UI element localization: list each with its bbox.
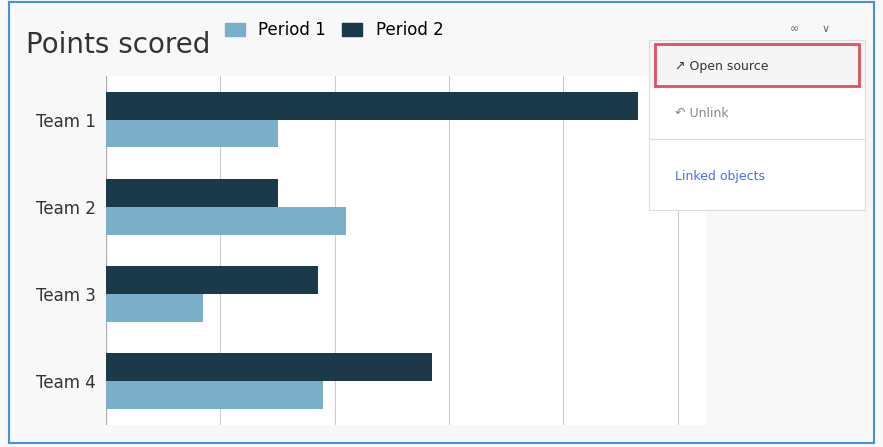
- Bar: [106, 92, 638, 119]
- Text: ↶ Unlink: ↶ Unlink: [675, 107, 728, 120]
- Text: Points scored: Points scored: [26, 31, 211, 59]
- Bar: [106, 353, 432, 381]
- Bar: [106, 207, 346, 235]
- Text: ∞: ∞: [790, 24, 799, 34]
- Bar: [106, 179, 277, 207]
- Bar: [649, 40, 865, 88]
- Bar: [106, 381, 323, 409]
- Text: Linked objects: Linked objects: [675, 169, 765, 183]
- Bar: [106, 266, 318, 294]
- FancyBboxPatch shape: [655, 44, 859, 86]
- Text: ↗ Open source: ↗ Open source: [675, 60, 768, 73]
- Legend: Period 1, Period 2: Period 1, Period 2: [218, 15, 450, 46]
- Text: ∨: ∨: [821, 24, 829, 34]
- Bar: [106, 294, 203, 322]
- Bar: [106, 119, 277, 148]
